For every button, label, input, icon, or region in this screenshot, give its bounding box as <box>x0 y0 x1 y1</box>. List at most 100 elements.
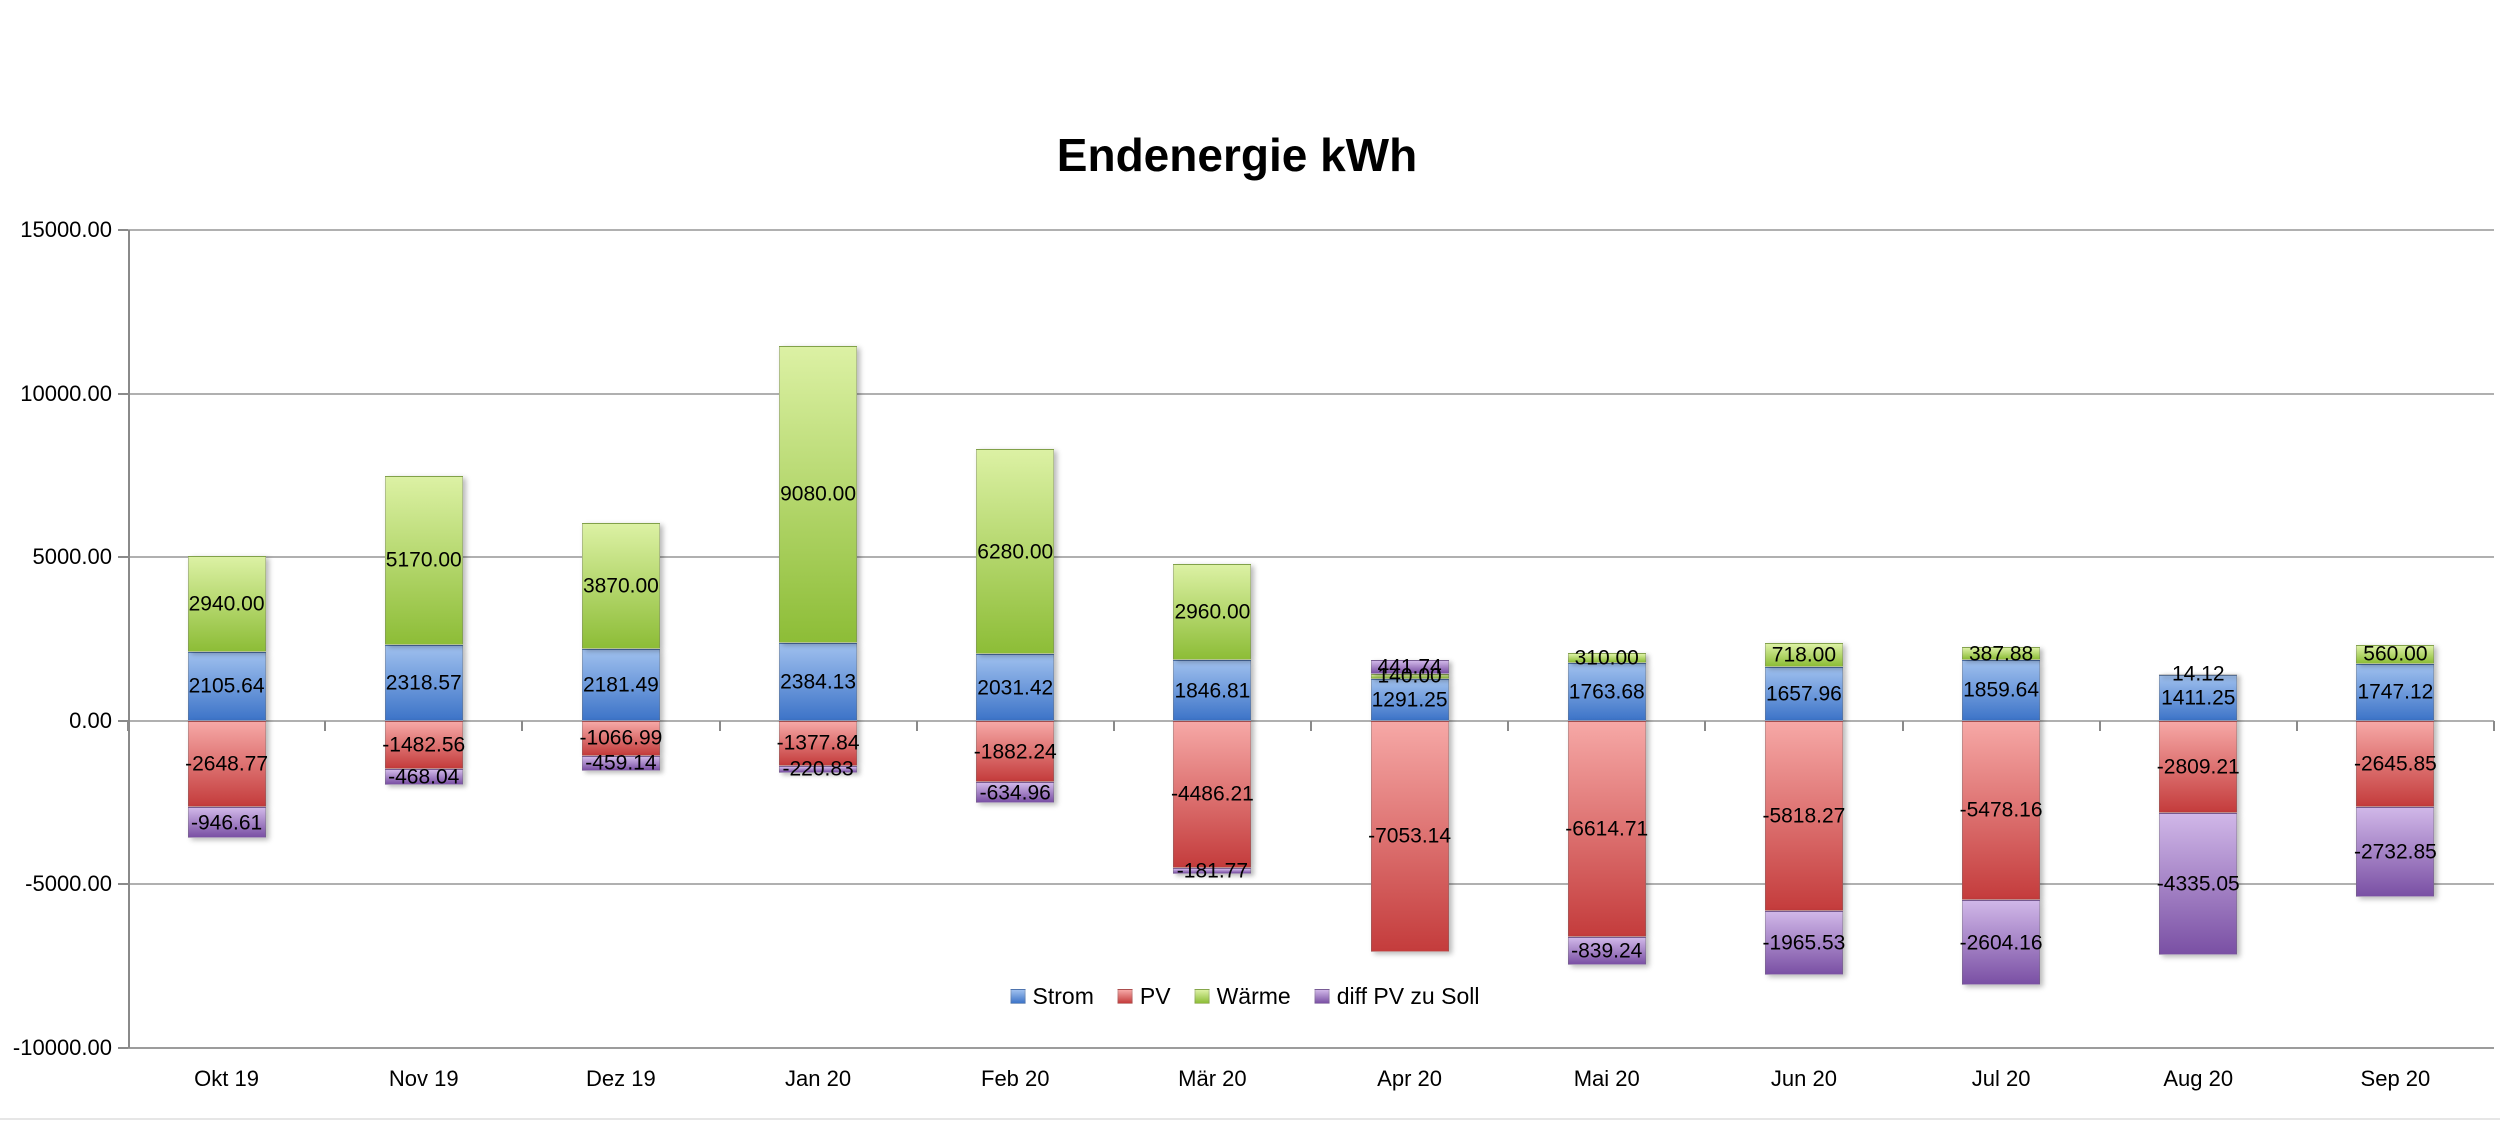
bar-segment-strom <box>1962 659 2041 721</box>
bar-segment-diff-pv-zu-soll <box>581 755 660 771</box>
data-label: -1377.84 <box>776 731 860 755</box>
bar-segment-pv <box>1764 720 1843 912</box>
x-axis-label: Apr 20 <box>1377 1066 1442 1091</box>
y-axis-tick <box>118 1047 128 1049</box>
bar-segment-strom <box>1173 660 1252 721</box>
legend-swatch-icon <box>1117 989 1133 1004</box>
x-axis-tick <box>127 720 129 731</box>
bar-segment-strom <box>779 642 858 721</box>
bar-segment-w-rme <box>1173 563 1252 661</box>
y-axis-label: 10000.00 <box>20 380 112 406</box>
data-label: 2105.64 <box>188 674 265 698</box>
legend-item-w-rme: Wärme <box>1194 983 1291 1010</box>
x-axis-tick <box>324 720 327 731</box>
data-label: 1411.25 <box>2161 686 2236 710</box>
y-axis-tick <box>118 229 128 231</box>
data-label: 14.12 <box>2171 662 2225 686</box>
data-label: -2648.77 <box>185 752 269 776</box>
bar-segment-w-rme <box>1567 652 1646 664</box>
legend-item-strom: Strom <box>1010 983 1094 1010</box>
bar-segment-diff-pv-zu-soll <box>1764 911 1843 976</box>
x-axis-tick <box>915 720 918 731</box>
x-axis-tick <box>521 720 524 731</box>
data-label: -2809.21 <box>2156 755 2240 779</box>
bar-segment-diff-pv-zu-soll <box>1370 659 1449 674</box>
bar-segment-pv <box>384 720 463 770</box>
y-axis-label: -5000.00 <box>25 871 112 897</box>
bar-segment-w-rme <box>581 522 660 650</box>
data-label: -468.04 <box>388 765 460 789</box>
bar-segment-strom <box>1567 663 1646 721</box>
legend: Strom PV Wärme diff PV zu Soll <box>1010 983 1480 1010</box>
x-axis-label: Jul 20 <box>1971 1066 2031 1091</box>
bar-segment-pv <box>1173 720 1252 868</box>
data-label: 718.00 <box>1771 643 1837 667</box>
data-label: 560.00 <box>2363 642 2428 666</box>
bar-segment-pv <box>1962 720 2041 901</box>
data-label: 387.88 <box>1968 642 2034 666</box>
gridline <box>128 229 2494 231</box>
data-label: 2384.13 <box>780 670 857 694</box>
x-axis-tick <box>1310 720 1312 731</box>
y-axis-label: 0.00 <box>69 707 112 733</box>
data-label: -4486.21 <box>1170 782 1254 806</box>
data-label: 6280.00 <box>977 540 1054 564</box>
data-label: 2940.00 <box>188 592 265 616</box>
data-label: -1482.56 <box>382 733 466 757</box>
data-label: 140.00 <box>1377 664 1442 688</box>
bar-segment-diff-pv-zu-soll <box>976 782 1055 804</box>
data-label: -2645.85 <box>2353 752 2437 776</box>
x-axis-label: Jan 20 <box>785 1066 852 1091</box>
chart-frame-bottom <box>0 1118 2500 1120</box>
bar-segment-pv <box>2356 720 2435 808</box>
x-axis-label: Jun 20 <box>1770 1066 1837 1091</box>
bar-segment-w-rme <box>976 448 1055 655</box>
bar-segment-pv <box>2159 720 2238 813</box>
data-label: 2960.00 <box>1174 600 1251 624</box>
legend-swatch-icon <box>1194 989 1210 1004</box>
data-label: 441.74 <box>1377 655 1442 679</box>
x-axis-tick <box>718 720 721 731</box>
data-label: -4335.05 <box>2156 872 2240 896</box>
bar-segment-w-rme <box>1764 643 1843 667</box>
y-axis-tick <box>118 883 128 886</box>
data-label: -1965.53 <box>1762 931 1846 955</box>
data-label: 5170.00 <box>385 548 462 572</box>
bar-segment-strom <box>384 644 463 721</box>
x-axis-tick <box>1112 720 1115 731</box>
legend-label: Wärme <box>1216 983 1291 1009</box>
gridline <box>128 556 2494 559</box>
bar-segment-pv <box>779 720 858 766</box>
bar-segment-diff-pv-zu-soll <box>779 765 858 774</box>
data-label: -5818.27 <box>1762 804 1846 828</box>
x-axis-label: Nov 19 <box>388 1066 459 1091</box>
data-label: -1882.24 <box>973 740 1057 764</box>
data-label: -181.77 <box>1176 859 1249 883</box>
y-axis-tick <box>118 719 128 722</box>
y-axis-tick <box>118 556 128 559</box>
bar-segment-pv <box>1370 720 1449 952</box>
data-label: -459.14 <box>585 751 657 775</box>
legend-item-diff-pv-zu-soll: diff PV zu Soll <box>1314 983 1480 1010</box>
data-label: 3870.00 <box>582 574 659 598</box>
data-label: -2732.85 <box>2353 840 2437 864</box>
legend-swatch-icon <box>1314 989 1330 1004</box>
legend-item-pv: PV <box>1117 983 1171 1010</box>
legend-label: diff PV zu Soll <box>1336 983 1480 1009</box>
y-axis-label: 15000.00 <box>20 217 112 242</box>
legend-swatch-icon <box>1010 989 1026 1004</box>
x-axis-tick <box>1704 720 1707 731</box>
bar-segment-w-rme <box>1962 647 2041 660</box>
y-axis-tick <box>118 392 128 395</box>
legend-label: PV <box>1139 983 1171 1009</box>
bar-segment-diff-pv-zu-soll <box>1962 900 2041 986</box>
bar-segment-diff-pv-zu-soll <box>1173 867 1252 874</box>
gridline <box>128 392 2494 395</box>
bar-segment-strom <box>1370 678 1449 721</box>
bar-segment-w-rme <box>384 475 463 645</box>
data-label: 9080.00 <box>780 482 857 506</box>
y-axis-line <box>128 230 130 1048</box>
data-label: -5478.16 <box>1959 798 2043 822</box>
